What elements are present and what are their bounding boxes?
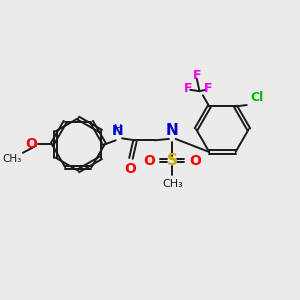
Text: H: H: [113, 124, 122, 134]
Text: N: N: [112, 124, 124, 138]
Text: N: N: [166, 123, 178, 138]
Text: O: O: [26, 137, 38, 152]
Text: O: O: [190, 154, 202, 167]
Text: CH₃: CH₃: [2, 154, 22, 164]
Text: S: S: [167, 153, 178, 168]
Text: O: O: [143, 154, 155, 167]
Text: F: F: [184, 82, 192, 95]
Text: F: F: [204, 82, 212, 95]
Text: Cl: Cl: [250, 92, 263, 104]
Text: F: F: [193, 69, 201, 82]
Text: O: O: [124, 162, 136, 176]
Text: CH₃: CH₃: [162, 179, 183, 189]
